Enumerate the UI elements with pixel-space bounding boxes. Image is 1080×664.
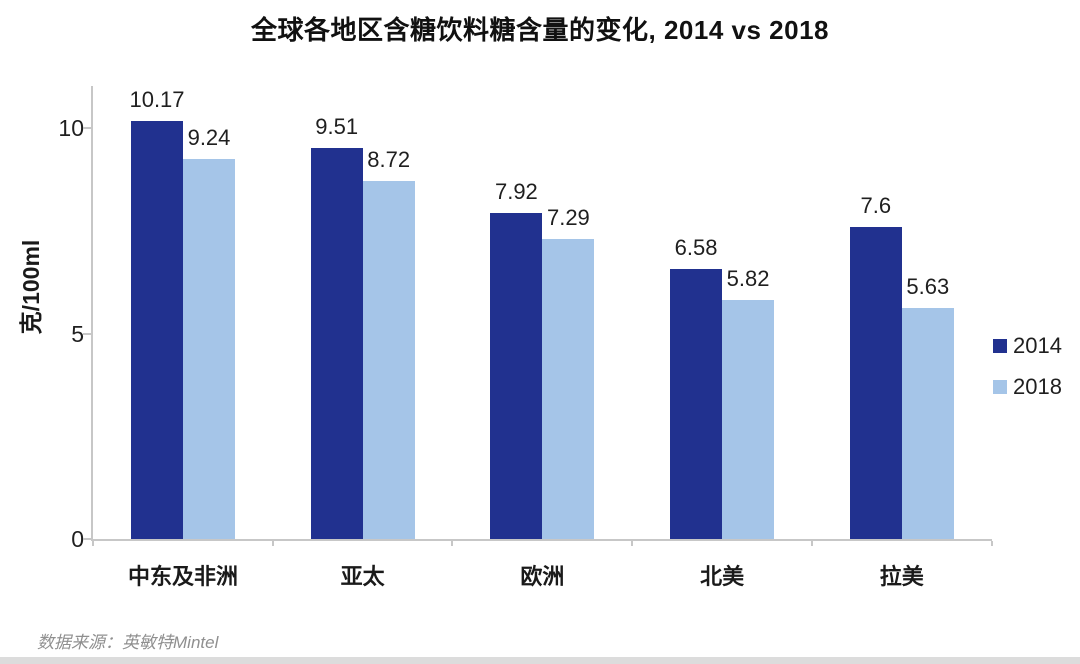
chart-title: 全球各地区含糖饮料糖含量的变化, 2014 vs 2018 <box>251 15 829 45</box>
bar-2014-4 <box>670 269 723 539</box>
legend-label-2014: 2014 <box>1013 333 1062 358</box>
x-category-label: 北美 <box>700 564 745 589</box>
category-separator-tick <box>810 541 813 546</box>
category-separator-tick <box>631 541 634 546</box>
category-separator-tick <box>990 541 993 546</box>
y-tick-label: 5 <box>71 320 84 347</box>
source-note: 数据来源：英敏特Mintel <box>37 633 219 652</box>
x-category-label: 欧洲 <box>520 564 565 589</box>
footer-strip <box>0 657 1080 664</box>
legend-label-2018: 2018 <box>1013 374 1062 399</box>
category-separator-tick <box>271 541 274 546</box>
bar-2014-1 <box>131 121 183 539</box>
category-separator-tick <box>451 541 454 546</box>
bar-value-label: 6.58 <box>674 235 718 260</box>
bar-2018-2 <box>362 181 415 539</box>
y-tick-mark <box>83 127 92 129</box>
x-category-label: 拉美 <box>879 564 924 589</box>
bar-value-label: 7.29 <box>546 205 590 230</box>
bar-value-label: 5.63 <box>906 274 950 299</box>
bar-2014-5 <box>849 227 902 539</box>
legend-swatch-2018 <box>993 380 1007 394</box>
bar-value-label: 8.72 <box>367 147 411 172</box>
y-axis-line <box>91 86 93 541</box>
category-separator-tick <box>92 541 94 546</box>
x-category-label: 亚太 <box>340 564 385 589</box>
legend-swatch-2014 <box>993 339 1007 353</box>
bar-value-label: 7.6 <box>860 193 892 218</box>
bar-2014-3 <box>490 213 543 539</box>
bar-value-label: 9.51 <box>315 114 359 139</box>
y-tick-label: 10 <box>58 115 84 141</box>
y-tick-mark <box>83 538 92 540</box>
bar-value-label: 7.92 <box>494 179 538 204</box>
x-category-label: 中东及非洲 <box>127 564 238 589</box>
bar-2018-3 <box>542 239 595 539</box>
legend: 2014 2018 <box>993 333 1062 416</box>
bar-value-label: 10.17 <box>129 87 185 112</box>
bar-value-label: 5.82 <box>726 266 770 291</box>
y-tick-mark <box>83 332 92 335</box>
y-tick-label: 0 <box>71 526 84 552</box>
legend-item-2014: 2014 <box>993 333 1062 358</box>
bar-2018-5 <box>901 308 954 539</box>
bar-2018-4 <box>722 300 775 539</box>
legend-item-2018: 2018 <box>993 374 1062 399</box>
bar-2014-2 <box>310 148 363 539</box>
bar-2018-1 <box>183 159 235 539</box>
bar-value-label: 9.24 <box>187 125 231 150</box>
x-axis-line <box>91 539 992 541</box>
